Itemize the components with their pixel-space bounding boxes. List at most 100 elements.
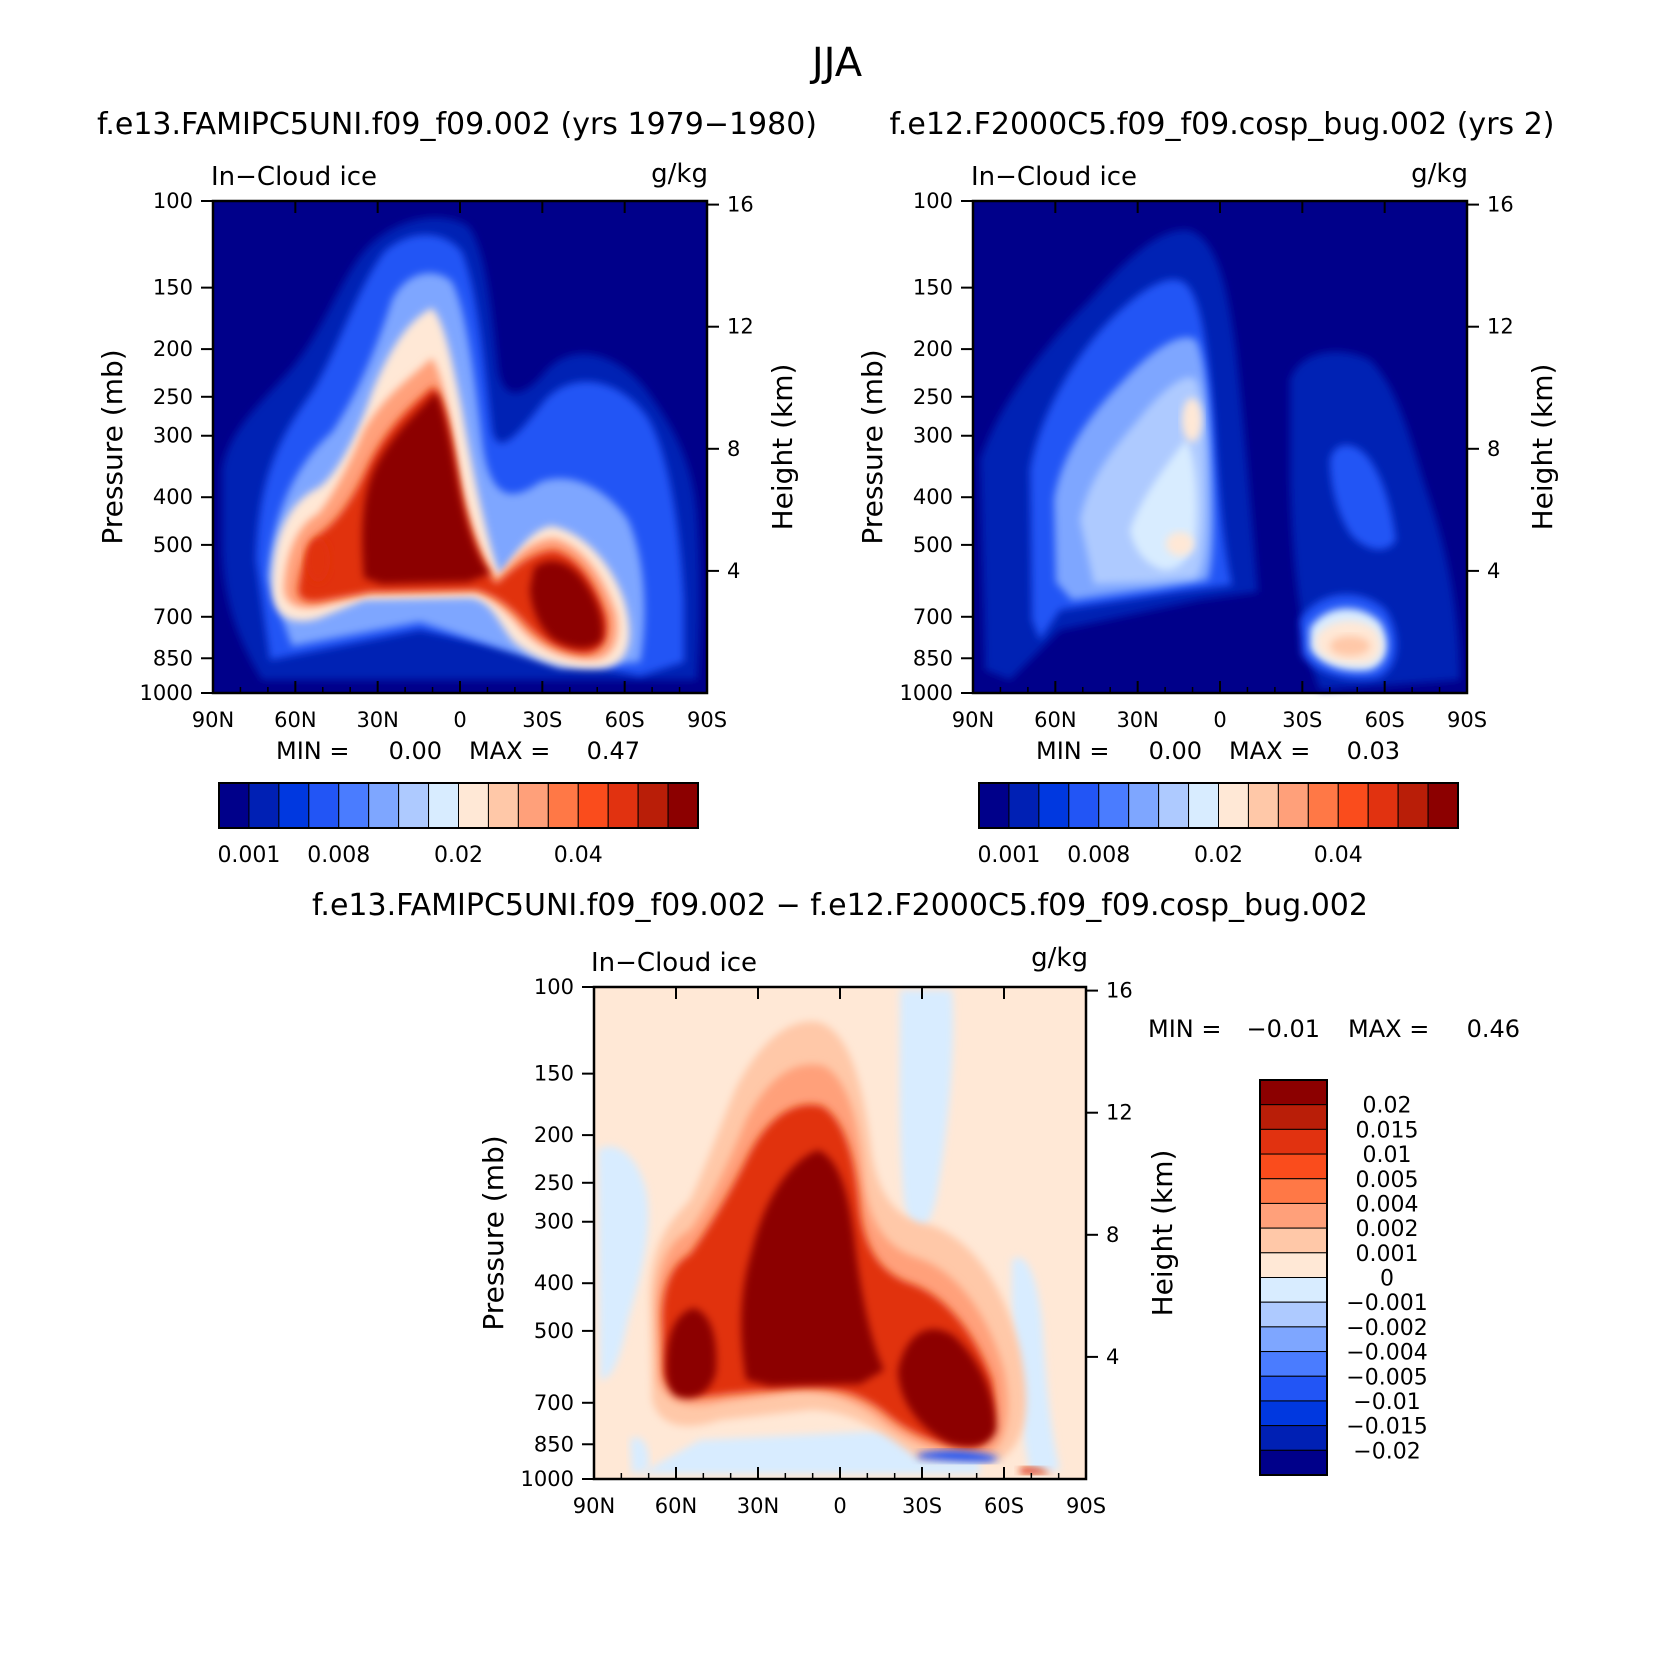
colorbar-swatch — [1259, 1400, 1328, 1427]
colorbar-label: 0.001 — [977, 843, 1040, 868]
colorbar-swatch — [637, 782, 669, 829]
colorbar-swatch — [487, 782, 519, 829]
x-tick-label: 90N — [952, 708, 994, 732]
panel-difference-title: f.e13.FAMIPC5UNI.f09_f09.002 − f.e12.F20… — [312, 888, 1368, 923]
panel-difference-field — [598, 990, 1060, 1474]
y-tick-label: 1000 — [521, 1467, 574, 1491]
panel-right-title: f.e12.F2000C5.f09_f09.cosp_bug.002 (yrs … — [890, 107, 1555, 142]
panel-left-min-label: MIN = — [276, 737, 349, 765]
panel-left: f.e13.FAMIPC5UNI.f09_f09.002 (yrs 1979−1… — [96, 107, 817, 868]
colorbar-swatch — [218, 782, 250, 829]
colorbar-label: 0.01 — [1363, 1143, 1412, 1168]
y-tick-label: 700 — [153, 605, 193, 629]
colorbar-swatch — [1259, 1202, 1328, 1229]
colorbar-swatch — [458, 782, 489, 829]
panel-left-ylabel: Pressure (mb) — [96, 349, 129, 544]
y2-tick-label: 4 — [1106, 1345, 1119, 1369]
colorbar-swatch — [1307, 782, 1339, 829]
colorbar-frame — [978, 782, 1459, 829]
colorbar-swatch — [1008, 782, 1040, 829]
x-tick-label: 30S — [902, 1494, 942, 1518]
y2-tick-label: 4 — [727, 559, 740, 583]
y-tick-label: 250 — [913, 385, 953, 409]
colorbar-swatch — [1259, 1425, 1328, 1451]
colorbar-frame — [1259, 1079, 1328, 1476]
colorbar-label: 0.008 — [1067, 843, 1130, 868]
x-tick-label: 60N — [655, 1494, 697, 1518]
x-tick-label: 60S — [1365, 708, 1405, 732]
colorbar-swatch — [607, 782, 639, 829]
panel-right: f.e12.F2000C5.f09_f09.cosp_bug.002 (yrs … — [856, 107, 1559, 868]
colorbar-swatch — [978, 782, 1010, 829]
y2-tick-label: 12 — [1487, 315, 1514, 339]
y2-tick-label: 8 — [1487, 437, 1500, 461]
panel-difference-units: g/kg — [1031, 943, 1088, 973]
y-tick-label: 150 — [153, 276, 193, 300]
x-tick-label: 30N — [1116, 708, 1158, 732]
panel-left-colorbar: 0.001 0.008 0.02 0.04 — [217, 782, 699, 868]
y-tick-label: 100 — [534, 975, 574, 999]
colorbar-swatch — [1259, 1277, 1328, 1303]
colorbar-label: 0.001 — [1356, 1242, 1419, 1267]
y-tick-label: 100 — [913, 189, 953, 213]
colorbar-label: −0.001 — [1346, 1291, 1427, 1316]
y2-tick-label: 16 — [1487, 193, 1514, 217]
colorbar-label: 0.04 — [554, 843, 603, 868]
colorbar-label: 0.001 — [217, 843, 280, 868]
y-tick-label: 500 — [534, 1319, 574, 1343]
x-tick-label: 30N — [356, 708, 398, 732]
y-tick-label: 1000 — [900, 681, 953, 705]
y-tick-label: 500 — [913, 533, 953, 557]
colorbar-swatch — [1259, 1252, 1328, 1278]
y-tick-label: 150 — [534, 1062, 574, 1086]
colorbar-swatch — [1367, 782, 1399, 829]
colorbar-label: 0.02 — [1194, 843, 1243, 868]
colorbar-swatch — [398, 782, 430, 829]
x-tick-label: 30S — [1282, 708, 1322, 732]
colorbar-label: −0.02 — [1353, 1439, 1420, 1464]
colorbar-label: −0.01 — [1353, 1390, 1420, 1415]
panel-left-variable: In−Cloud ice — [211, 162, 377, 192]
y-tick-label: 400 — [534, 1271, 574, 1295]
colorbar-label: 0.004 — [1356, 1192, 1419, 1217]
season-title: JJA — [809, 40, 863, 86]
y2-tick-label: 4 — [1487, 559, 1500, 583]
y2-tick-label: 8 — [1106, 1223, 1119, 1247]
y-tick-label: 850 — [534, 1432, 574, 1456]
colorbar-label: −0.004 — [1346, 1341, 1427, 1366]
panel-difference: f.e13.FAMIPC5UNI.f09_f09.002 − f.e12.F20… — [312, 888, 1520, 1518]
colorbar-swatch — [1259, 1079, 1328, 1106]
colorbar-label: 0.008 — [307, 843, 370, 868]
colorbar-swatch — [338, 782, 370, 829]
x-tick-label: 60S — [984, 1494, 1024, 1518]
colorbar-label: 0 — [1380, 1267, 1394, 1292]
panel-difference-max-label: MAX = — [1348, 1015, 1429, 1043]
colorbar-swatch — [1247, 782, 1279, 829]
panel-right-field — [980, 229, 1460, 690]
colorbar-label: 0.015 — [1356, 1118, 1419, 1143]
colorbar-swatch — [308, 782, 340, 829]
colorbar-swatch — [1158, 782, 1190, 829]
colorbar-swatch — [1259, 1128, 1328, 1155]
panel-right-min-label: MIN = — [1036, 737, 1109, 765]
colorbar-swatch — [248, 782, 280, 829]
colorbar-frame — [218, 782, 699, 829]
panel-difference-ylabel: Pressure (mb) — [477, 1135, 510, 1330]
y-tick-label: 200 — [153, 337, 193, 361]
colorbar-swatch — [428, 782, 459, 829]
panel-right-variable: In−Cloud ice — [971, 162, 1137, 192]
colorbar-swatch — [547, 782, 579, 829]
x-tick-label: 0 — [1213, 708, 1226, 732]
y2-tick-label: 12 — [727, 315, 754, 339]
colorbar-swatch — [667, 782, 699, 829]
y-tick-label: 200 — [534, 1123, 574, 1147]
panel-left-units: g/kg — [651, 159, 708, 189]
colorbar-label: −0.005 — [1346, 1365, 1427, 1390]
panel-difference-min-label: MIN = — [1148, 1015, 1221, 1043]
y-tick-label: 500 — [153, 533, 193, 557]
panel-difference-ylabel-right: Height (km) — [1146, 1150, 1179, 1317]
x-tick-label: 60N — [274, 708, 316, 732]
colorbar-swatch — [1128, 782, 1160, 829]
y2-tick-label: 8 — [727, 437, 740, 461]
